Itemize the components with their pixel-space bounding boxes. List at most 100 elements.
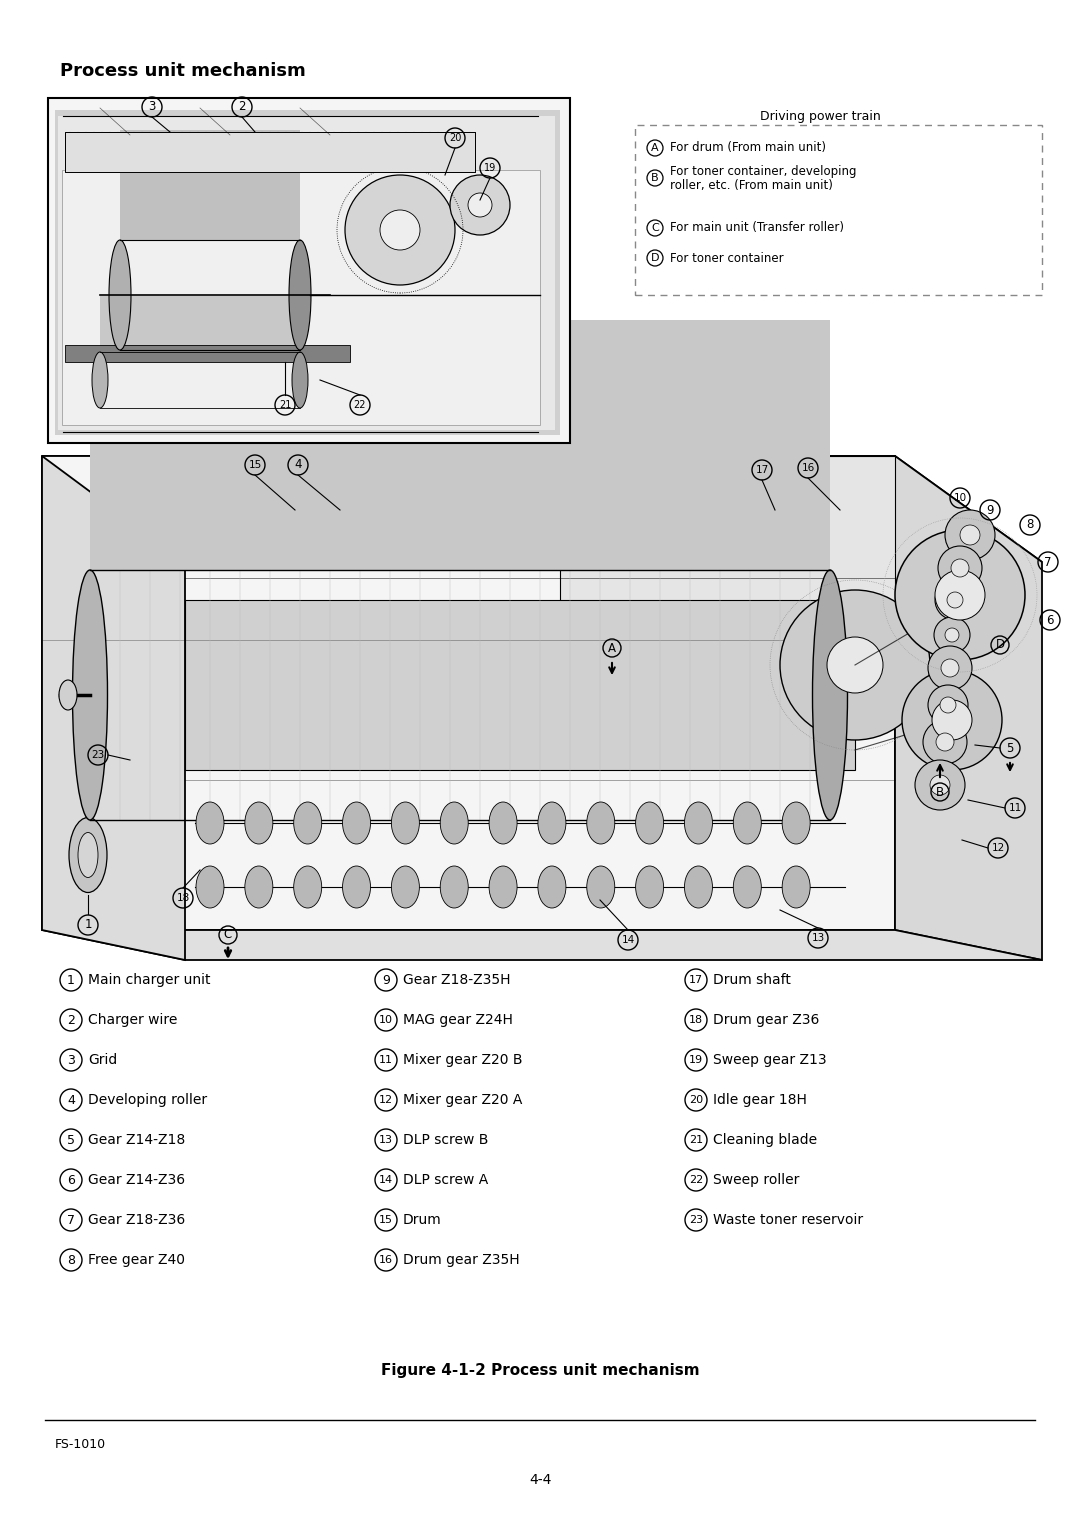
- Text: Free gear Z40: Free gear Z40: [87, 1253, 185, 1267]
- Polygon shape: [58, 116, 555, 429]
- Ellipse shape: [489, 802, 517, 843]
- Text: Idle gear 18H: Idle gear 18H: [713, 1093, 807, 1106]
- Circle shape: [951, 559, 969, 578]
- Text: 19: 19: [689, 1054, 703, 1065]
- Bar: [185, 601, 855, 770]
- Polygon shape: [62, 170, 540, 425]
- Text: DLP screw A: DLP screw A: [403, 1174, 488, 1187]
- Text: 1: 1: [67, 973, 75, 987]
- Text: 17: 17: [755, 465, 769, 475]
- Text: B: B: [651, 173, 659, 183]
- Text: 5: 5: [67, 1134, 75, 1146]
- Ellipse shape: [441, 802, 469, 843]
- Ellipse shape: [782, 866, 810, 908]
- Circle shape: [935, 570, 985, 620]
- Text: Sweep roller: Sweep roller: [713, 1174, 799, 1187]
- Polygon shape: [42, 455, 1042, 562]
- Text: Drum gear Z36: Drum gear Z36: [713, 1013, 820, 1027]
- Text: 19: 19: [484, 163, 496, 173]
- Ellipse shape: [586, 866, 615, 908]
- Ellipse shape: [78, 833, 98, 877]
- Circle shape: [915, 759, 966, 810]
- Circle shape: [923, 720, 967, 764]
- Ellipse shape: [538, 866, 566, 908]
- Text: 5: 5: [1007, 741, 1014, 755]
- Bar: [65, 131, 475, 173]
- Text: Grid: Grid: [87, 1053, 118, 1067]
- Polygon shape: [895, 455, 1042, 960]
- Ellipse shape: [292, 351, 308, 408]
- Text: 17: 17: [689, 975, 703, 986]
- Circle shape: [947, 591, 963, 608]
- Text: 8: 8: [67, 1253, 75, 1267]
- Text: 16: 16: [379, 1254, 393, 1265]
- Circle shape: [936, 733, 954, 750]
- Polygon shape: [42, 931, 1042, 960]
- Text: Main charger unit: Main charger unit: [87, 973, 211, 987]
- Polygon shape: [55, 110, 561, 435]
- Text: D: D: [996, 639, 1004, 651]
- Text: 14: 14: [379, 1175, 393, 1186]
- Polygon shape: [42, 455, 895, 931]
- Circle shape: [945, 628, 959, 642]
- Bar: [100, 296, 300, 351]
- Ellipse shape: [733, 802, 761, 843]
- Text: 13: 13: [379, 1135, 393, 1144]
- Text: Drum: Drum: [403, 1213, 442, 1227]
- Ellipse shape: [812, 570, 848, 821]
- Circle shape: [932, 700, 972, 740]
- Ellipse shape: [245, 866, 273, 908]
- Polygon shape: [42, 455, 185, 960]
- Circle shape: [934, 617, 970, 652]
- Text: 4: 4: [67, 1094, 75, 1106]
- Text: Drum shaft: Drum shaft: [713, 973, 791, 987]
- Ellipse shape: [586, 802, 615, 843]
- Text: 9: 9: [986, 504, 994, 516]
- Text: For drum (From main unit): For drum (From main unit): [670, 142, 826, 154]
- Text: For toner container, developing: For toner container, developing: [670, 165, 856, 177]
- Polygon shape: [65, 345, 350, 362]
- Bar: [48, 98, 570, 443]
- Text: MAG gear Z24H: MAG gear Z24H: [403, 1013, 513, 1027]
- Ellipse shape: [294, 866, 322, 908]
- Text: A: A: [651, 144, 659, 153]
- Text: 4-4: 4-4: [529, 1473, 551, 1487]
- Text: Figure 4-1-2 Process unit mechanism: Figure 4-1-2 Process unit mechanism: [380, 1363, 700, 1378]
- Text: Drum gear Z35H: Drum gear Z35H: [403, 1253, 519, 1267]
- Circle shape: [960, 526, 980, 545]
- Ellipse shape: [294, 802, 322, 843]
- Ellipse shape: [59, 680, 77, 711]
- Text: Process unit mechanism: Process unit mechanism: [60, 63, 306, 79]
- Circle shape: [940, 697, 956, 714]
- Text: C: C: [224, 929, 232, 941]
- Text: 15: 15: [248, 460, 261, 471]
- Text: 3: 3: [67, 1053, 75, 1067]
- Circle shape: [902, 669, 1002, 770]
- Text: D: D: [651, 254, 659, 263]
- Text: 22: 22: [689, 1175, 703, 1186]
- Ellipse shape: [391, 802, 419, 843]
- Text: 18: 18: [176, 892, 190, 903]
- Text: 20: 20: [449, 133, 461, 144]
- Circle shape: [930, 775, 950, 795]
- Ellipse shape: [441, 866, 469, 908]
- Text: 12: 12: [379, 1096, 393, 1105]
- Ellipse shape: [636, 866, 663, 908]
- Text: 2: 2: [67, 1013, 75, 1027]
- Ellipse shape: [538, 802, 566, 843]
- Bar: [635, 125, 1042, 295]
- Circle shape: [827, 637, 883, 694]
- Ellipse shape: [342, 802, 370, 843]
- Text: roller, etc. (From main unit): roller, etc. (From main unit): [670, 179, 833, 191]
- Text: Developing roller: Developing roller: [87, 1093, 207, 1106]
- Text: Sweep gear Z13: Sweep gear Z13: [713, 1053, 826, 1067]
- Text: 7: 7: [1044, 556, 1052, 568]
- Text: 8: 8: [1026, 518, 1034, 532]
- Ellipse shape: [636, 802, 663, 843]
- Text: 23: 23: [92, 750, 105, 759]
- Text: For toner container: For toner container: [670, 252, 784, 264]
- Ellipse shape: [685, 866, 713, 908]
- Text: 16: 16: [801, 463, 814, 474]
- Ellipse shape: [489, 866, 517, 908]
- Ellipse shape: [782, 802, 810, 843]
